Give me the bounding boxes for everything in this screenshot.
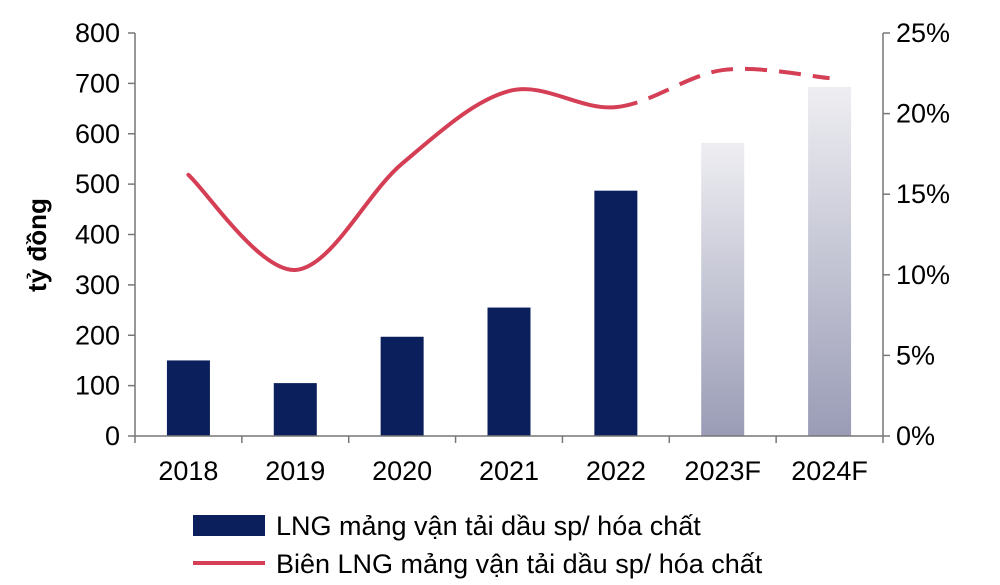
margin-line-forecast <box>615 66 830 110</box>
y2-tick-label: 20% <box>896 99 950 129</box>
legend-line-label: Biên LNG mảng vận tải dầu sp/ hóa chất <box>276 549 763 579</box>
y-tick-label: 100 <box>75 371 120 401</box>
x-tick-label: 2020 <box>372 456 432 486</box>
x-tick-label: 2022 <box>586 456 646 486</box>
right-axis-ticks: 0% 5% 10% 15% 20% 25% <box>883 18 950 451</box>
y2-tick-label: 10% <box>896 260 950 290</box>
y-tick-label: 300 <box>75 270 120 300</box>
bar-2022 <box>594 190 638 436</box>
margin-line-actual <box>186 87 618 272</box>
y-tick-label: 400 <box>75 220 120 250</box>
x-tick-label: 2024F <box>791 456 868 486</box>
y2-tick-label: 15% <box>896 179 950 209</box>
bar-2018 <box>166 360 210 436</box>
y-tick-label: 800 <box>75 18 120 48</box>
bar-2021 <box>487 307 531 436</box>
line-series <box>186 66 830 272</box>
y-tick-label: 700 <box>75 68 120 98</box>
legend: LNG mảng vận tải dầu sp/ hóa chất Biên L… <box>193 511 763 579</box>
y-tick-label: 600 <box>75 119 120 149</box>
x-axis-ticks: 2018 2019 2020 2021 2022 2023F 2024F <box>134 436 884 486</box>
left-axis-ticks: 0 100 200 300 400 500 600 700 800 <box>75 18 135 451</box>
y2-tick-label: 5% <box>896 340 935 370</box>
legend-bar-label: LNG mảng vận tải dầu sp/ hóa chất <box>276 511 701 541</box>
bar-2019 <box>273 383 317 436</box>
bar-2023F <box>701 142 745 436</box>
x-tick-label: 2018 <box>158 456 218 486</box>
y-tick-label: 500 <box>75 169 120 199</box>
x-tick-label: 2019 <box>265 456 325 486</box>
bar-2024F <box>808 86 852 437</box>
legend-bar-swatch <box>193 515 265 536</box>
bar-2020 <box>380 336 424 436</box>
y-tick-label: 200 <box>75 320 120 350</box>
bar-series <box>166 86 852 437</box>
x-tick-label: 2023F <box>684 456 761 486</box>
y2-tick-label: 25% <box>896 18 950 48</box>
y2-tick-label: 0% <box>896 421 935 451</box>
y-tick-label: 0 <box>105 421 120 451</box>
y-axis-label: tỷ đồng <box>22 198 52 292</box>
x-tick-label: 2021 <box>479 456 539 486</box>
